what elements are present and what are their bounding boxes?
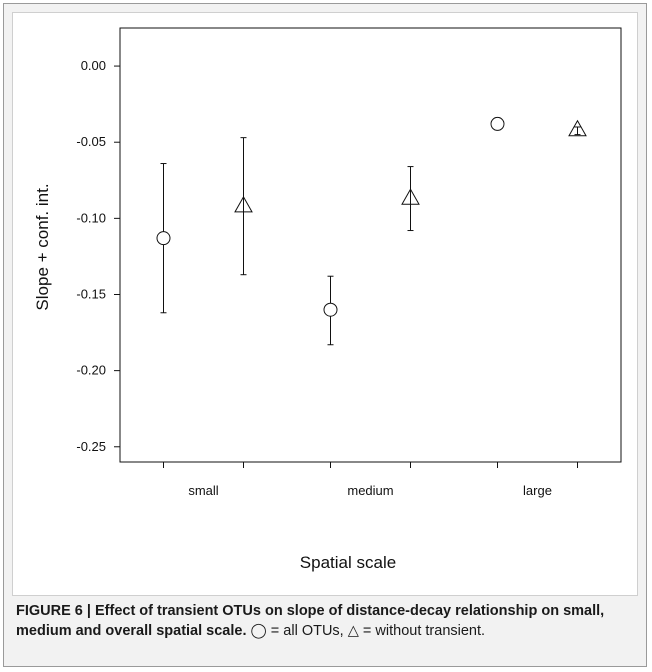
marks-group [156,116,587,346]
plot-frame [119,27,622,463]
y-tick-label: 0.00 [81,58,106,73]
x-tick-label: medium [347,483,393,498]
x-tick-label: small [188,483,218,498]
triangle-point [234,195,253,213]
triangle-legend-text: = without transient. [358,623,486,639]
chart-panel: 0.00 -0.05 -0.10 -0.15 -0.20 -0.25 small medium… [12,12,638,596]
circle-legend-symbol: ◯ [250,623,267,639]
figure-frame: 0.00 -0.05 -0.10 -0.15 -0.20 -0.25 small medium… [3,3,647,667]
circle-point [323,302,338,317]
y-tick-label: -0.20 [76,363,106,378]
y-tick-label: -0.25 [76,439,106,454]
x-axis-title: Spatial scale [300,553,396,572]
triangle-point [568,119,587,137]
y-tick-label: -0.05 [76,134,106,149]
circle-legend-text: = all OTUs, [266,623,344,639]
y-tick-label: -0.10 [76,210,106,225]
y-tick-label: -0.15 [76,286,106,301]
axes-group: 0.00 -0.05 -0.10 -0.15 -0.20 -0.25 small medium… [76,27,622,498]
triangle-legend-symbol: △ [347,623,359,639]
figure-caption: FIGURE 6 | Effect of transient OTUs on s… [16,601,641,641]
x-tick-label: large [523,483,552,498]
chart-svg: 0.00 -0.05 -0.10 -0.15 -0.20 -0.25 small medium… [33,27,622,572]
y-axis-title: Slope + conf. int. [33,183,52,310]
caption-bold-text: FIGURE 6 | Effect of transient OTUs on s… [16,603,605,639]
circle-point [156,231,171,246]
circle-point [490,116,505,131]
triangle-point [401,188,420,205]
